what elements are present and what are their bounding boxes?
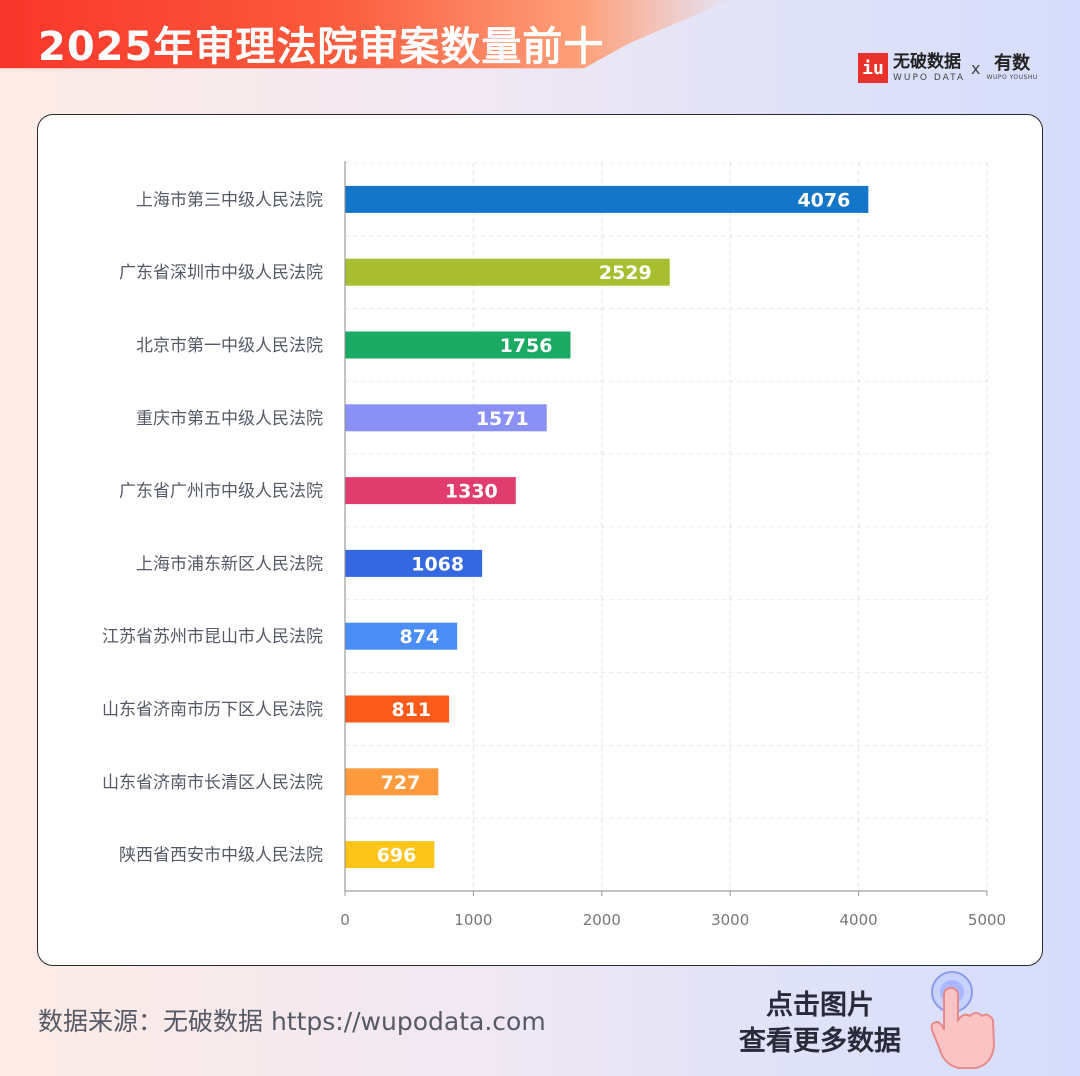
view-more-cta[interactable]: 点击图片 查看更多数据	[720, 988, 920, 1060]
category-label: 广东省广州市中级人民法院	[119, 482, 323, 502]
value-label: 1068	[411, 553, 464, 575]
value-label: 1330	[445, 481, 498, 503]
category-label: 上海市第三中级人民法院	[136, 190, 323, 210]
x-tick-label: 0	[340, 911, 350, 929]
category-label: 江苏省苏州市昆山市人民法院	[102, 627, 323, 647]
category-label: 山东省济南市历下区人民法院	[102, 700, 323, 720]
value-label: 2529	[599, 262, 652, 284]
bar[interactable]	[345, 768, 439, 796]
x-tick-label: 5000	[968, 911, 1006, 929]
brand-logo: iu 无破数据 WUPO DATA x 有数 WUPO YOUSHU	[858, 50, 1038, 86]
partner-name: 有数	[994, 53, 1031, 74]
category-label: 广东省深圳市中级人民法院	[119, 263, 323, 283]
bar[interactable]	[345, 841, 435, 869]
pointing-hand-icon[interactable]	[918, 968, 1008, 1072]
chart-bars	[345, 185, 869, 869]
x-tick-label: 2000	[583, 911, 621, 929]
logo-name-en: WUPO DATA	[893, 72, 966, 83]
logo-text: 无破数据 WUPO DATA	[893, 51, 966, 83]
logo-separator: x	[971, 58, 981, 78]
page-title: 2025年审理法院审案数量前十	[38, 24, 605, 70]
bar[interactable]	[345, 185, 869, 213]
value-label: 874	[400, 626, 440, 648]
value-label: 4076	[797, 189, 850, 211]
chart-labels: 上海市第三中级人民法院 4076 广东省深圳市中级人民法院 2529 北京市第一中级人民…	[102, 189, 850, 866]
bar-chart: 上海市第三中级人民法院 4076 广东省深圳市中级人民法院 2529 北京市第一中级人民…	[102, 161, 1006, 929]
value-label: 811	[391, 699, 431, 721]
bar[interactable]	[345, 404, 547, 432]
chart-axis: 0 1000 2000 3000 4000 5000	[340, 161, 1006, 929]
category-label: 陕西省西安市中级人民法院	[119, 846, 323, 866]
x-tick-label: 3000	[711, 911, 749, 929]
category-label: 北京市第一中级人民法院	[136, 336, 323, 356]
bar[interactable]	[345, 258, 670, 286]
x-tick-label: 4000	[840, 911, 878, 929]
value-label: 1571	[476, 408, 529, 430]
bar[interactable]	[345, 477, 516, 505]
value-label: 727	[381, 772, 421, 794]
chart-grid	[345, 162, 988, 891]
chart-card: 上海市第三中级人民法院 4076 广东省深圳市中级人民法院 2529 北京市第一中级人民…	[37, 114, 1043, 966]
bar[interactable]	[345, 549, 483, 577]
cta-line-1: 点击图片	[766, 990, 874, 1021]
category-label: 山东省济南市长清区人民法院	[102, 773, 323, 793]
bar[interactable]	[345, 331, 571, 359]
value-label: 696	[377, 845, 417, 867]
category-label: 上海市浦东新区人民法院	[136, 554, 323, 574]
partner-name-en: WUPO YOUSHU	[986, 74, 1038, 81]
value-label: 1756	[500, 335, 553, 357]
data-source: 数据来源：无破数据 https://wupodata.com	[38, 1007, 546, 1036]
cta-line-2: 查看更多数据	[739, 1026, 901, 1057]
bar[interactable]	[345, 695, 450, 723]
partner-logo: 有数 WUPO YOUSHU	[987, 55, 1038, 81]
bar[interactable]	[345, 622, 458, 650]
x-tick-label: 1000	[454, 911, 492, 929]
logo-mark-icon: iu	[858, 53, 888, 83]
logo-name: 无破数据	[893, 51, 961, 72]
category-label: 重庆市第五中级人民法院	[136, 409, 323, 429]
